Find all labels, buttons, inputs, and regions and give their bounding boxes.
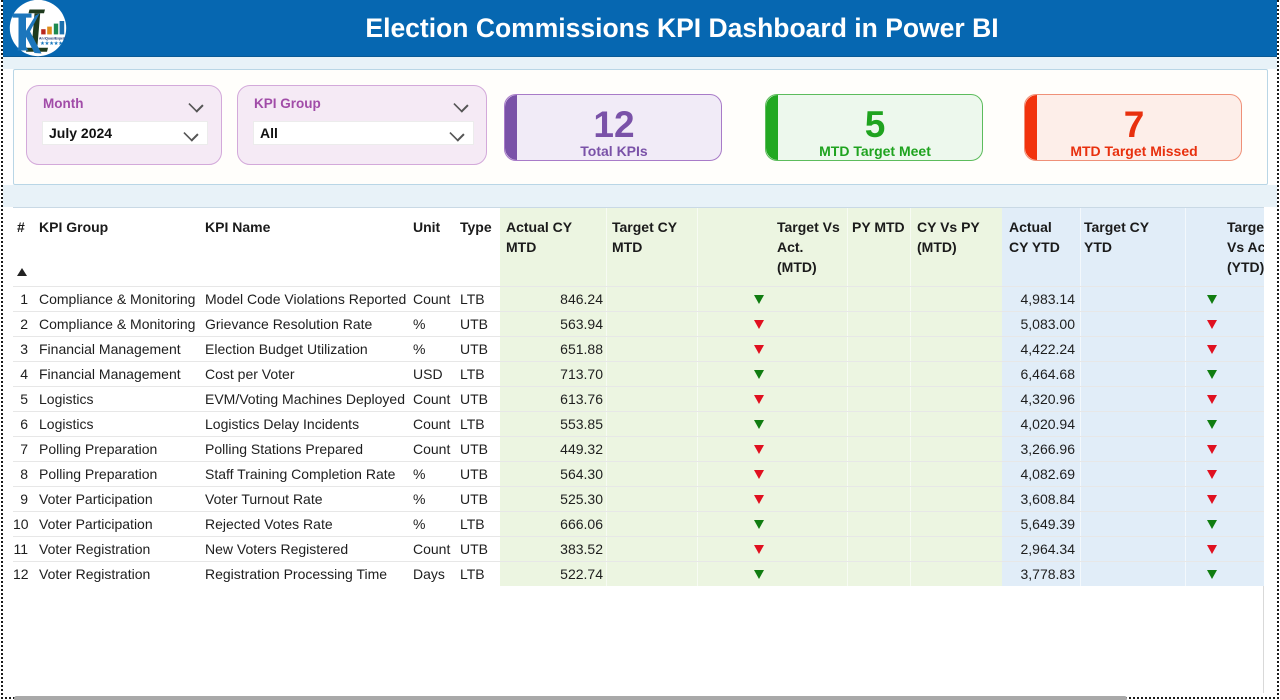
svg-text:An IQuasiExpert: An IQuasiExpert — [39, 37, 66, 41]
svg-text:★★★★★: ★★★★★ — [40, 41, 63, 47]
